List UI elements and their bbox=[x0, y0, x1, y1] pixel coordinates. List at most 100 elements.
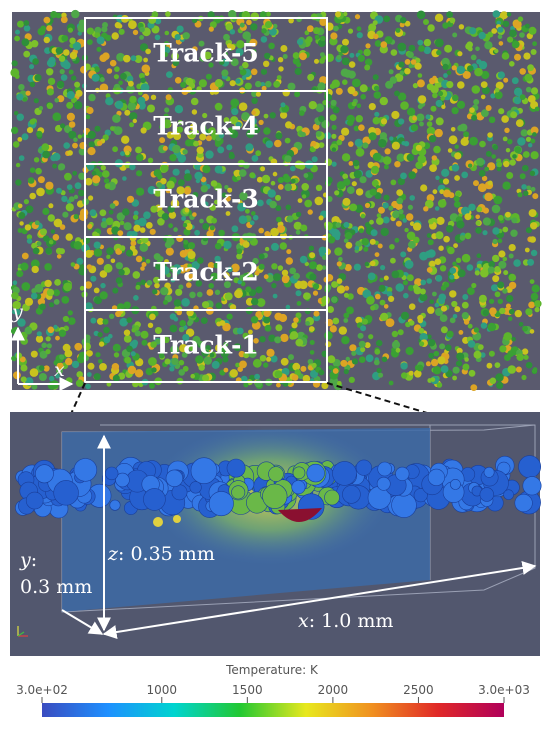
particle bbox=[163, 299, 168, 305]
particle bbox=[331, 133, 337, 139]
particle bbox=[416, 79, 425, 88]
particle bbox=[266, 348, 275, 357]
particle bbox=[40, 228, 47, 236]
particle bbox=[306, 36, 313, 43]
particle bbox=[96, 46, 102, 52]
particle bbox=[87, 39, 93, 45]
particle bbox=[527, 64, 534, 72]
particle bbox=[344, 264, 352, 272]
particle bbox=[140, 77, 146, 84]
particle bbox=[183, 239, 189, 245]
particle bbox=[423, 19, 429, 25]
particle bbox=[336, 278, 343, 284]
particle bbox=[396, 189, 404, 197]
particle bbox=[188, 130, 197, 139]
particle bbox=[288, 354, 294, 361]
particle bbox=[439, 189, 445, 195]
particle bbox=[104, 129, 112, 136]
particle bbox=[452, 32, 458, 38]
particle bbox=[315, 103, 325, 113]
particle bbox=[514, 53, 521, 61]
tick-label: 3.0e+03 bbox=[478, 683, 530, 697]
particle bbox=[280, 102, 286, 108]
particle bbox=[496, 381, 504, 389]
particle bbox=[112, 287, 119, 294]
particle bbox=[15, 162, 21, 168]
particle bbox=[36, 241, 42, 247]
particle bbox=[118, 372, 126, 380]
particle bbox=[446, 330, 454, 338]
particle bbox=[439, 343, 446, 350]
particle bbox=[236, 327, 244, 335]
particle bbox=[532, 41, 537, 47]
particle bbox=[265, 140, 274, 148]
particle bbox=[99, 291, 108, 300]
particle bbox=[389, 136, 394, 141]
particle bbox=[371, 179, 379, 187]
particle bbox=[301, 194, 307, 199]
particle bbox=[26, 234, 33, 240]
particle bbox=[97, 332, 103, 338]
particle bbox=[132, 214, 139, 220]
particle bbox=[408, 303, 416, 311]
particle bbox=[147, 322, 154, 328]
particle bbox=[43, 36, 50, 44]
particle bbox=[153, 188, 163, 197]
particle bbox=[330, 99, 337, 106]
particle bbox=[214, 255, 221, 263]
particle bbox=[512, 154, 517, 159]
particle bbox=[139, 243, 149, 252]
particle bbox=[145, 259, 151, 264]
particle bbox=[152, 289, 158, 295]
particle bbox=[109, 313, 115, 319]
particle bbox=[42, 207, 50, 216]
particle bbox=[343, 318, 349, 323]
particle bbox=[473, 99, 480, 105]
particle bbox=[462, 294, 469, 300]
particle bbox=[291, 374, 299, 381]
particle bbox=[274, 370, 283, 379]
particle bbox=[351, 350, 357, 356]
particle bbox=[71, 360, 80, 369]
particle bbox=[215, 302, 222, 309]
particle bbox=[388, 69, 394, 75]
particle bbox=[522, 325, 528, 332]
particle bbox=[469, 27, 477, 35]
particle bbox=[277, 177, 284, 184]
particle bbox=[74, 182, 82, 190]
particle bbox=[414, 278, 423, 287]
powder-particle bbox=[342, 485, 361, 504]
particle bbox=[300, 224, 308, 232]
particle bbox=[85, 114, 91, 120]
particle bbox=[18, 84, 25, 91]
particle bbox=[62, 61, 71, 70]
particle bbox=[376, 367, 382, 374]
particle bbox=[506, 12, 512, 17]
particle bbox=[115, 310, 122, 318]
particle bbox=[376, 217, 384, 225]
particle bbox=[274, 139, 282, 148]
colorbar-ticks: 3.0e+02 1000 1500 2000 2500 3.0e+03 bbox=[16, 683, 530, 703]
powder-bed bbox=[15, 455, 542, 520]
particle bbox=[379, 277, 384, 283]
particle bbox=[504, 354, 511, 361]
particle bbox=[34, 220, 40, 226]
particle bbox=[286, 215, 294, 223]
particle bbox=[481, 86, 490, 95]
particle bbox=[474, 67, 483, 77]
particle bbox=[343, 312, 350, 319]
particle bbox=[67, 150, 73, 156]
particle bbox=[500, 11, 508, 20]
particle bbox=[105, 217, 114, 226]
particle bbox=[452, 94, 459, 102]
particle bbox=[336, 181, 346, 190]
particle bbox=[23, 25, 31, 32]
particle bbox=[203, 51, 212, 60]
particle bbox=[140, 83, 150, 92]
particle bbox=[242, 332, 249, 339]
particle bbox=[400, 311, 410, 320]
particle bbox=[119, 317, 128, 327]
particle bbox=[96, 36, 105, 45]
particle bbox=[103, 336, 111, 344]
particle bbox=[507, 365, 517, 374]
